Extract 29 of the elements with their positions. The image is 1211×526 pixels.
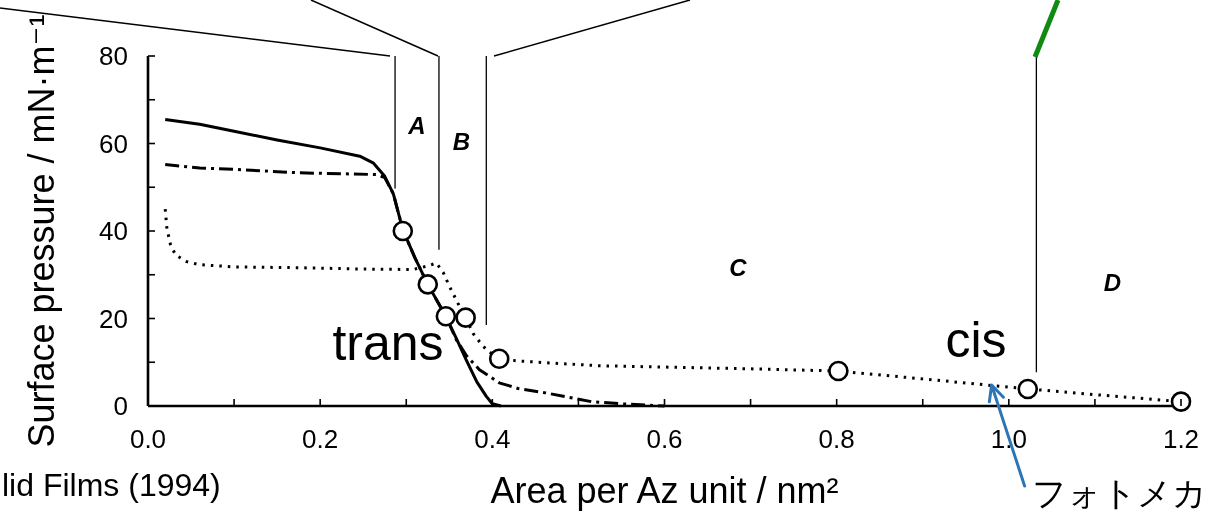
annotation: cis (945, 311, 1007, 368)
point (417, 274, 439, 295)
x-tick-label: 0.4 (474, 424, 511, 454)
y-tick-label: 20 (99, 303, 128, 334)
y-axis-title: Surface pressure / mN·m⁻¹ (21, 14, 62, 448)
x-tick-label: 0.2 (302, 424, 339, 454)
point (1170, 391, 1192, 412)
annotation: A (407, 112, 426, 140)
x-tick-label: 1.2 (1162, 424, 1200, 454)
y-tick-label: 60 (99, 128, 128, 159)
annotation: フォトメカ (1032, 474, 1207, 512)
point (435, 306, 457, 327)
y-tick-label: 80 (99, 41, 128, 72)
annotation: D (1103, 268, 1122, 296)
text: lid Films (1994) (2, 467, 221, 504)
point (392, 220, 414, 242)
y-tick-label: 0 (113, 391, 128, 422)
y-tick-label: 40 (99, 216, 128, 247)
x-tick-label: 0.8 (818, 424, 855, 454)
point (455, 307, 476, 328)
x-axis-title: Area per Az unit / nm² (490, 470, 839, 511)
point (828, 360, 849, 382)
annotation: trans (332, 315, 444, 371)
point (488, 348, 510, 370)
annotation: B (452, 128, 471, 156)
x-tick-label: 0.0 (129, 424, 167, 454)
point (1017, 378, 1039, 400)
x-tick-label: 0.6 (646, 424, 683, 454)
annotation: C (729, 254, 748, 282)
